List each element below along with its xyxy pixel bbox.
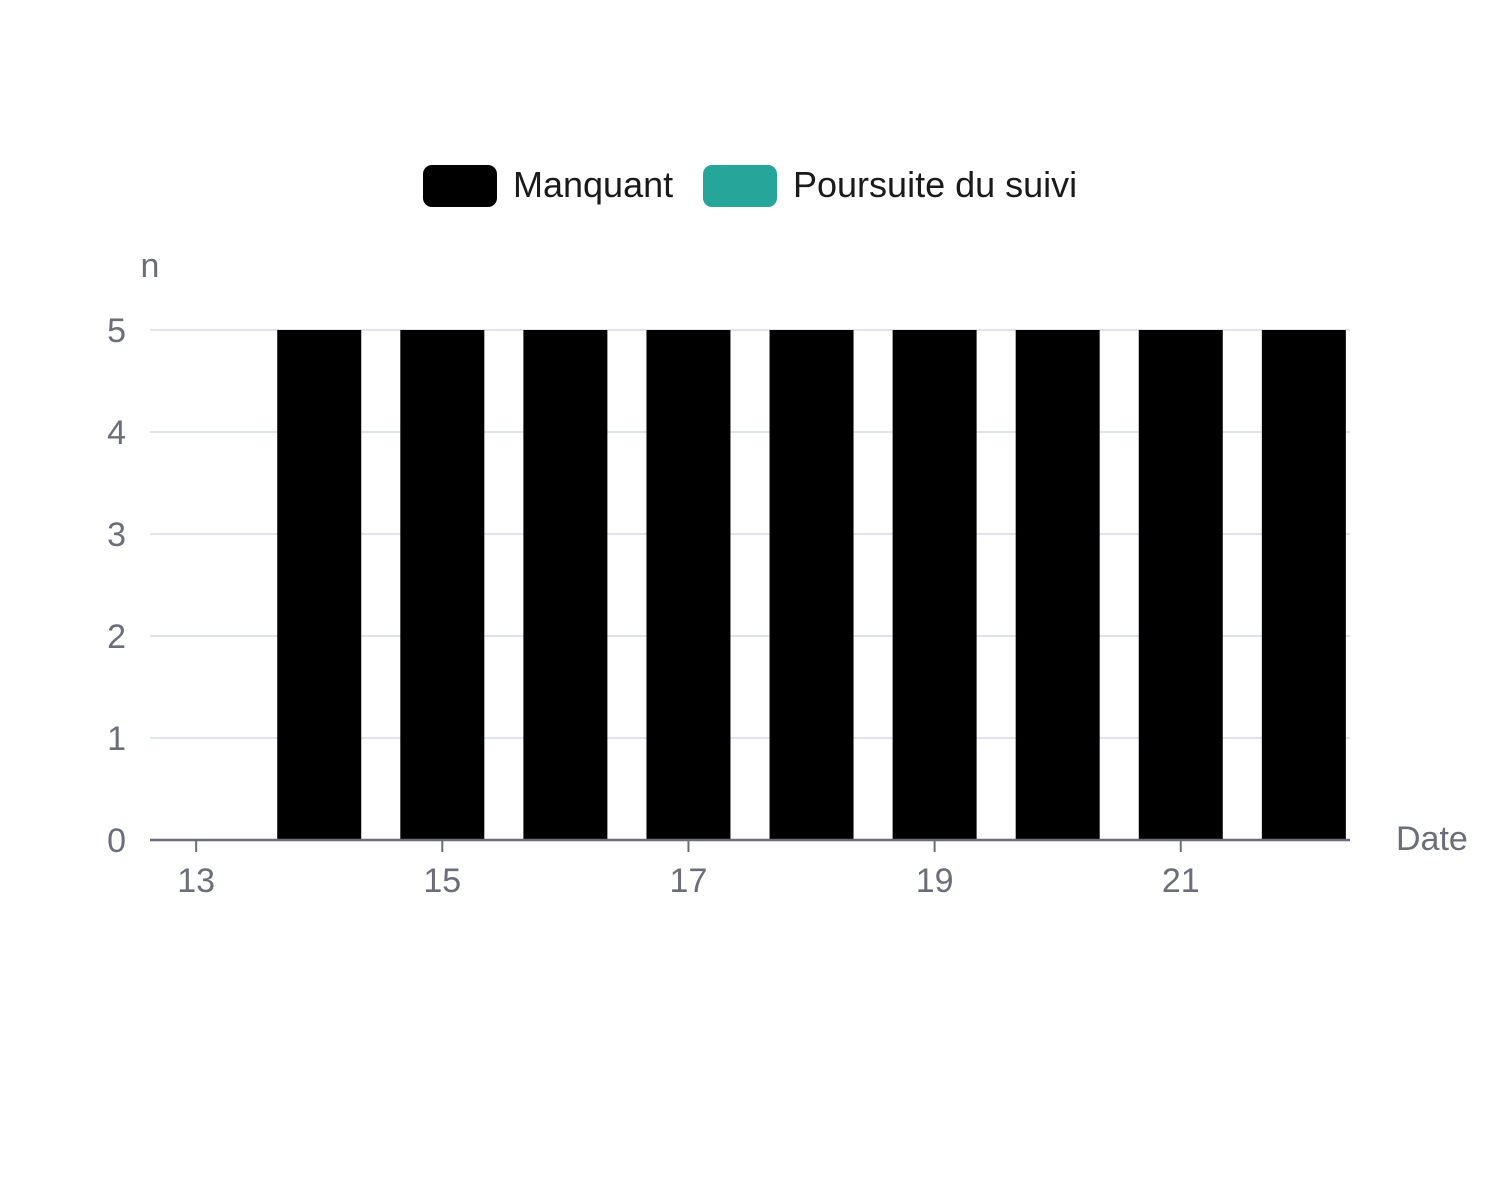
bar[interactable] xyxy=(1015,330,1100,840)
chart-legend[interactable]: Manquant Poursuite du suivi xyxy=(423,164,1077,207)
legend-swatch xyxy=(703,165,777,207)
y-tick-label: 0 xyxy=(107,822,126,860)
y-tick-label: 3 xyxy=(107,516,126,554)
legend-swatch xyxy=(423,165,497,207)
legend-item[interactable]: Poursuite du suivi xyxy=(703,164,1077,207)
legend-item[interactable]: Manquant xyxy=(423,164,673,207)
bar[interactable] xyxy=(400,330,485,840)
x-tick-label: 21 xyxy=(1162,862,1200,900)
y-tick-label: 5 xyxy=(107,312,126,350)
bar[interactable] xyxy=(523,330,608,840)
bar[interactable] xyxy=(769,330,854,840)
x-axis: 13 15 17 19 21 xyxy=(150,838,1350,900)
x-axis-label: Date xyxy=(1396,820,1468,858)
bar[interactable] xyxy=(1138,330,1223,840)
x-tick-label: 17 xyxy=(670,862,708,900)
bar[interactable] xyxy=(646,330,731,840)
legend-label: Poursuite du suivi xyxy=(793,164,1077,205)
x-tick-label: 13 xyxy=(177,862,215,900)
y-tick-label: 4 xyxy=(107,414,126,452)
bar[interactable] xyxy=(892,330,977,840)
x-tick-label: 15 xyxy=(423,862,461,900)
y-axis-label: n xyxy=(141,247,160,285)
y-tick-label: 1 xyxy=(107,720,126,758)
legend-label: Manquant xyxy=(513,164,673,205)
y-axis: 0 1 2 3 4 5 xyxy=(107,312,126,860)
bar[interactable] xyxy=(277,330,362,840)
bar-series[interactable] xyxy=(277,330,1346,840)
y-tick-label: 2 xyxy=(107,618,126,656)
x-tick-label: 19 xyxy=(916,862,954,900)
bar[interactable] xyxy=(1261,330,1346,840)
